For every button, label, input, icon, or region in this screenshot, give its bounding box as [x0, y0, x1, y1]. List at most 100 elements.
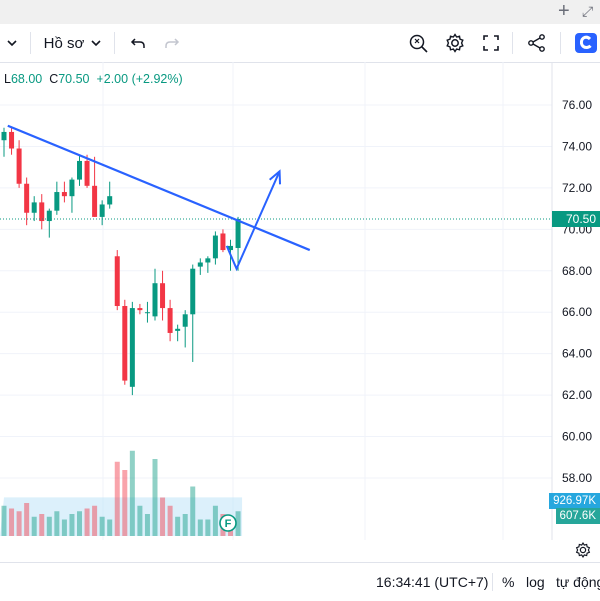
- toolbar-divider: [30, 32, 31, 54]
- candle: [61, 181, 67, 203]
- undo-button[interactable]: [126, 24, 150, 62]
- quick-search-button[interactable]: [406, 24, 432, 62]
- gear-icon: [446, 33, 464, 53]
- volume-bar: [144, 514, 150, 536]
- price-tick-label: 58.00: [562, 471, 592, 485]
- symbol-dropdown-chevron[interactable]: [4, 24, 20, 62]
- chart-grid: [0, 62, 552, 540]
- fullscreen-icon: [483, 35, 499, 51]
- volume-bar: [24, 503, 30, 536]
- earnings-marker[interactable]: F: [219, 514, 237, 532]
- user-drawings[interactable]: [7, 124, 311, 272]
- volume-bar: [205, 519, 211, 536]
- expand-window-button[interactable]: ⤢: [582, 3, 594, 19]
- candle-body: [84, 160, 90, 186]
- candle-series: [1, 127, 241, 396]
- add-tab-button[interactable]: +: [558, 0, 570, 22]
- volume-bar: [152, 459, 158, 536]
- window-top-strip: + ⤢: [0, 0, 600, 24]
- candle: [1, 127, 7, 157]
- volume-bar: [175, 516, 181, 536]
- low-key: L: [4, 72, 11, 86]
- percent-toggle[interactable]: %: [502, 574, 515, 590]
- volume-bar: [167, 505, 173, 536]
- candle: [235, 216, 241, 271]
- candle: [167, 299, 173, 342]
- volume-bar: [46, 516, 52, 536]
- volume-bar: [182, 514, 188, 536]
- candle-body: [92, 185, 98, 217]
- close-value: 70.50: [58, 72, 90, 86]
- brand-logo-icon: [575, 33, 597, 53]
- clock-timezone[interactable]: 16:34:41 (UTC+7): [376, 574, 489, 590]
- candle-body: [54, 192, 60, 211]
- candle: [46, 208, 52, 238]
- candle: [24, 177, 30, 226]
- share-icon: [528, 34, 545, 52]
- settings-button[interactable]: [442, 24, 468, 62]
- candle-body: [152, 283, 158, 317]
- candle-body: [16, 148, 22, 184]
- candle: [114, 250, 120, 311]
- candle-body: [77, 160, 82, 180]
- volume-bar: [69, 514, 75, 536]
- axis-settings-button[interactable]: [574, 541, 592, 559]
- profile-dropdown-button[interactable]: Hồ sơ: [42, 24, 104, 62]
- volume-bar: [1, 505, 7, 536]
- candle-body: [205, 258, 211, 263]
- candle-body: [235, 218, 241, 248]
- candle-body: [160, 283, 166, 309]
- close-key: C: [49, 72, 59, 86]
- redo-button[interactable]: [160, 24, 184, 62]
- volume-bar: [235, 511, 241, 536]
- change-percent: (+2.92%): [131, 72, 183, 86]
- price-chart[interactable]: 76.0074.0072.0070.0068.0066.0064.0062.00…: [0, 62, 600, 540]
- volume-bar: [122, 470, 128, 536]
- candle: [77, 154, 82, 186]
- candle-body: [1, 131, 7, 141]
- candle: [144, 301, 150, 323]
- status-divider: [492, 573, 493, 591]
- log-toggle[interactable]: log: [526, 574, 545, 590]
- fullscreen-button[interactable]: [478, 24, 504, 62]
- candle: [205, 256, 211, 273]
- price-tick-label: 66.00: [562, 305, 592, 319]
- volume-bar: [99, 516, 105, 536]
- candle-body: [212, 235, 218, 259]
- candle-body: [137, 308, 143, 311]
- earnings-letter: F: [225, 518, 232, 530]
- price-tick-label: 60.00: [562, 430, 592, 444]
- volume-bar: [107, 519, 113, 536]
- share-button[interactable]: [524, 24, 550, 62]
- candle: [122, 299, 128, 385]
- candle-body: [24, 183, 30, 213]
- candle-body: [9, 131, 15, 149]
- candle-body: [190, 268, 196, 315]
- redo-icon: [165, 38, 180, 48]
- toolbar-divider: [512, 32, 513, 54]
- candle-body: [107, 196, 113, 205]
- candle-body: [122, 306, 128, 381]
- volume-badge-1: 926.97K: [549, 493, 600, 509]
- chevron-down-icon: [91, 40, 101, 47]
- volume-bar: [114, 461, 120, 536]
- toolbar-divider: [114, 32, 115, 54]
- candle: [99, 200, 105, 226]
- quick-search-icon: [409, 34, 428, 53]
- candle: [197, 258, 203, 275]
- candle: [54, 181, 60, 215]
- chart-toolbar: Hồ sơ: [0, 24, 600, 63]
- price-tick-label: 68.00: [562, 264, 592, 278]
- volume-bar: [129, 450, 135, 536]
- candle: [220, 229, 226, 253]
- volume-bar: [9, 508, 15, 536]
- earnings-circle: [219, 514, 237, 532]
- brand-logo-button[interactable]: [572, 24, 600, 62]
- price-tick-label: 76.00: [562, 98, 592, 112]
- volume-series: [0, 450, 243, 536]
- auto-scale-toggle[interactable]: tự động: [556, 574, 600, 590]
- volume-bar: [77, 511, 82, 536]
- candle-body: [69, 179, 75, 197]
- price-tick-label: 64.00: [562, 347, 592, 361]
- candle: [92, 156, 98, 217]
